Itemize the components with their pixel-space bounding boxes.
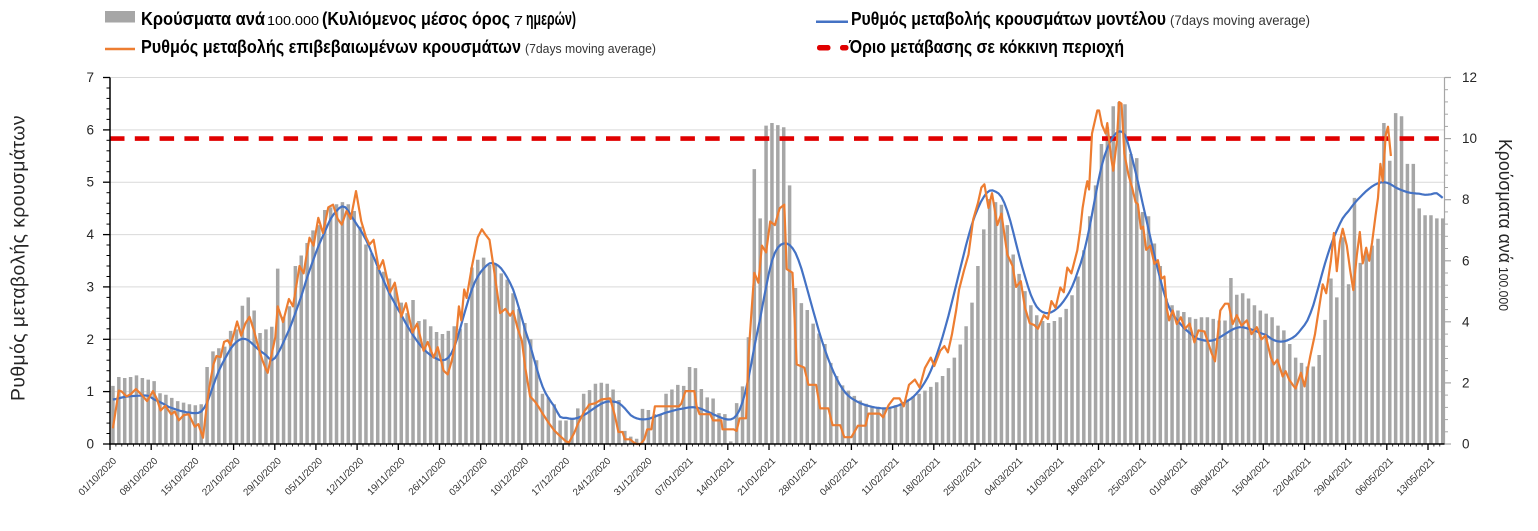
svg-text:100.000: 100.000: [267, 13, 319, 28]
svg-text:12: 12: [1462, 70, 1477, 85]
svg-text:7: 7: [514, 13, 523, 28]
svg-text:(Κυλιόμενος μέσος όρος: (Κυλιόμενος μέσος όρος: [322, 9, 510, 29]
svg-text:3: 3: [86, 279, 94, 294]
svg-text:10: 10: [1462, 131, 1477, 146]
svg-text:2: 2: [86, 332, 94, 347]
svg-text:ημερών): ημερών): [526, 9, 576, 29]
svg-text:Κρούσματα ανά: Κρούσματα ανά: [141, 9, 265, 29]
svg-text:6: 6: [1462, 253, 1470, 268]
svg-text:Ρυθμός μεταβολής επιβεβαιωμένω: Ρυθμός μεταβολής επιβεβαιωμένων κρουσμάτ…: [141, 37, 521, 57]
svg-text:4: 4: [1462, 314, 1470, 329]
svg-text:6: 6: [86, 122, 94, 137]
svg-text:1: 1: [86, 384, 94, 399]
svg-text:(7days moving average): (7days moving average): [525, 41, 656, 56]
svg-text:0: 0: [1462, 437, 1470, 452]
svg-text:Κρούσματα ανά: Κρούσματα ανά: [1495, 139, 1515, 263]
svg-text:100.000: 100.000: [1496, 267, 1511, 311]
svg-text:(7days moving average): (7days moving average): [1170, 12, 1310, 28]
svg-text:Ρυθμός μεταβολής κρουσμάτων μο: Ρυθμός μεταβολής κρουσμάτων μοντέλου: [851, 9, 1166, 29]
svg-text:5: 5: [86, 175, 94, 190]
svg-text:4: 4: [86, 227, 94, 242]
svg-text:Ρυθμός μεταβολής κρουσμάτων: Ρυθμός μεταβολής κρουσμάτων: [8, 115, 30, 401]
svg-text:8: 8: [1462, 192, 1470, 207]
svg-text:7: 7: [86, 70, 94, 85]
svg-text:0: 0: [86, 437, 94, 452]
svg-text:2: 2: [1462, 375, 1470, 390]
svg-text:Όριο μετάβασης σε κόκκινη περι: Όριο μετάβασης σε κόκκινη περιοχή: [848, 37, 1124, 57]
